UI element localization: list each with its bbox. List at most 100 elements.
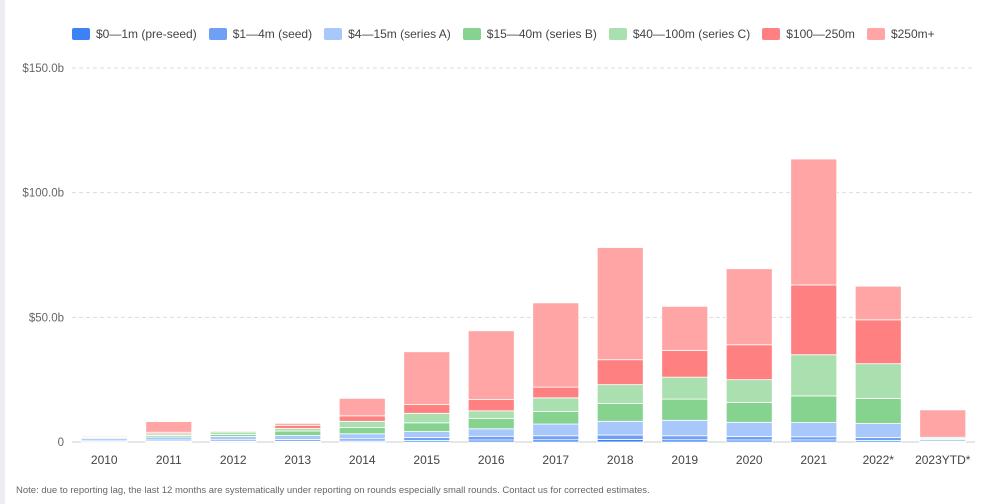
x-tick-label: 2021 (800, 453, 827, 467)
legend-label: $15—40m (series B) (486, 27, 597, 41)
legend-label: $0—1m (pre-seed) (96, 27, 197, 41)
legend-swatch (866, 28, 885, 40)
bar-segment[interactable] (274, 422, 322, 426)
bar-segment[interactable] (532, 411, 580, 425)
bar-segment[interactable] (790, 284, 838, 356)
bar-segment[interactable] (790, 354, 838, 397)
y-tick-label: $50.0b (29, 312, 64, 324)
legend-item-pre-seed[interactable]: $0—1m (pre-seed) (72, 27, 197, 41)
bar-segment[interactable] (725, 268, 773, 346)
bar-segment[interactable] (274, 435, 322, 440)
bar-segment[interactable] (596, 359, 644, 386)
legend-label: $100—250m (786, 27, 855, 41)
bar-segment[interactable] (467, 399, 515, 412)
legend-item-series-b[interactable]: $15—40m (series B) (462, 27, 597, 41)
legend-swatch (608, 28, 627, 40)
bar-segment[interactable] (790, 422, 838, 438)
y-tick-label: $150.0b (22, 63, 64, 75)
bar-segment[interactable] (596, 402, 644, 422)
bar-segment[interactable] (854, 423, 902, 438)
x-tick-label: 2020 (736, 453, 763, 467)
bar-segment[interactable] (725, 421, 773, 437)
x-tick-label: 2014 (349, 453, 376, 467)
legend-label: $4—15m (series A) (348, 27, 451, 41)
bar-segment[interactable] (790, 158, 838, 286)
legend-swatch (762, 28, 781, 40)
bar-segment[interactable] (145, 421, 193, 433)
bar-segment[interactable] (596, 247, 644, 361)
bar-segment[interactable] (596, 384, 644, 404)
x-tick-label: 2022* (863, 453, 895, 467)
bar-segment[interactable] (338, 397, 386, 417)
bar-segment[interactable] (403, 422, 451, 432)
bar-segment[interactable] (854, 319, 902, 365)
bar-segment[interactable] (467, 435, 515, 441)
bar-segment[interactable] (338, 415, 386, 422)
x-tick-label: 2017 (542, 453, 569, 467)
x-tick-label: 2023YTD* (915, 453, 971, 467)
bar-segment[interactable] (596, 434, 644, 440)
bar-segment[interactable] (467, 410, 515, 419)
bar-segment[interactable] (467, 417, 515, 430)
x-tick-label: 2016 (478, 453, 505, 467)
bar-segment[interactable] (661, 350, 709, 378)
bar-segment[interactable] (661, 419, 709, 437)
bar-segment[interactable] (919, 409, 967, 438)
bar-segment[interactable] (725, 401, 773, 423)
bar-segment[interactable] (274, 430, 322, 436)
bar-segment[interactable] (532, 435, 580, 441)
y-tick-label: $100.0b (22, 188, 64, 200)
bar-segment[interactable] (661, 398, 709, 421)
legend-item-seed[interactable]: $1—4m (seed) (208, 27, 312, 41)
x-tick-label: 2011 (156, 453, 182, 467)
bar-segment[interactable] (854, 285, 902, 321)
legend-swatch (72, 28, 90, 40)
bar-segment[interactable] (532, 397, 580, 412)
bar-segment[interactable] (467, 428, 515, 437)
bar-segment[interactable] (403, 431, 451, 438)
bar-segment[interactable] (403, 404, 451, 414)
bar-segment[interactable] (403, 437, 451, 441)
legend-swatch (324, 28, 343, 40)
legend-item-series-a[interactable]: $4—15m (series A) (324, 27, 451, 41)
left-edge-rule (0, 0, 5, 504)
bar-segment[interactable] (145, 436, 193, 441)
bar-segment[interactable] (338, 433, 386, 440)
bar-segment[interactable] (403, 351, 451, 405)
bar-segment[interactable] (532, 302, 580, 388)
bar-segment[interactable] (661, 376, 709, 400)
bar-segment[interactable] (661, 435, 709, 441)
bar-segment[interactable] (338, 427, 386, 435)
gridlines (72, 67, 975, 443)
bar-segment[interactable] (403, 412, 451, 424)
bar-segment[interactable] (790, 436, 838, 441)
bar-segment[interactable] (725, 379, 773, 403)
bar-segment[interactable] (338, 420, 386, 428)
legend-item-series-c[interactable]: $40—100m (series C) (608, 27, 751, 41)
bar-segment[interactable] (209, 436, 257, 441)
bar-segment[interactable] (854, 437, 902, 441)
y-axis: 0 $50.0b $100.0b $150.0b (22, 63, 64, 449)
legend-label: $250m+ (890, 27, 935, 41)
legend-label: $40—100m (series C) (632, 27, 751, 41)
bar-segment[interactable] (467, 330, 515, 401)
x-tick-label: 2019 (671, 453, 698, 467)
bar-segment[interactable] (661, 305, 709, 351)
footnote: Note: due to reporting lag, the last 12 … (16, 485, 650, 496)
x-tick-label: 2012 (220, 453, 247, 467)
bar-segment[interactable] (790, 395, 838, 423)
bar-segment[interactable] (274, 424, 322, 429)
bar-segment[interactable] (532, 423, 580, 437)
bar-segment[interactable] (80, 435, 128, 438)
legend-item-100-250m[interactable]: $100—250m (762, 27, 855, 41)
bar-segment[interactable] (725, 344, 773, 381)
bar-segment[interactable] (854, 397, 902, 424)
bar-segment[interactable] (532, 386, 580, 399)
bar-segment[interactable] (854, 363, 902, 399)
legend-item-250m-plus[interactable]: $250m+ (866, 27, 935, 41)
bar-segment[interactable] (596, 420, 644, 436)
bar-segment[interactable] (209, 430, 257, 432)
bar-segment[interactable] (725, 436, 773, 441)
x-tick-label: 2013 (284, 453, 311, 467)
